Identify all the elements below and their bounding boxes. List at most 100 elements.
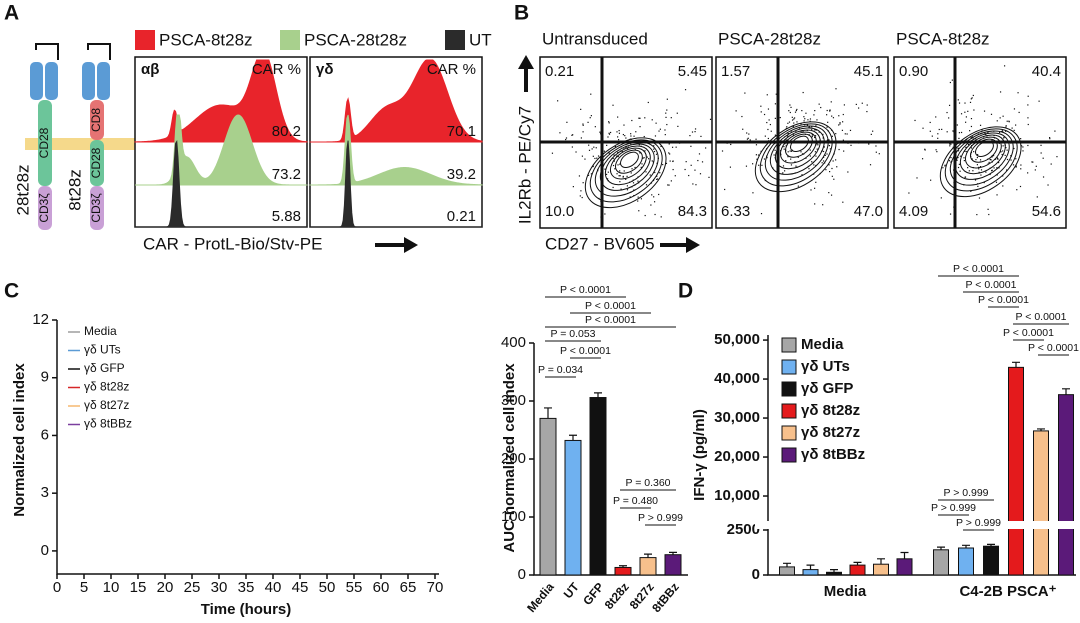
event-dot [640, 166, 642, 168]
event-dot [587, 174, 590, 176]
histogram-header: CAR % [252, 61, 301, 78]
event-dot [814, 187, 816, 189]
legend-swatch [781, 381, 797, 397]
event-dot [1056, 156, 1058, 158]
y-axis-label: AUC-normalized cell index [501, 363, 518, 553]
event-dot [808, 168, 810, 170]
contour [949, 130, 1014, 186]
event-dot [843, 150, 845, 152]
event-dot [821, 162, 823, 164]
event-dot [950, 143, 952, 145]
y-tick-label: 20,000 [714, 448, 760, 465]
event-dot [580, 137, 582, 139]
event-dot [637, 196, 639, 198]
event-dot [1008, 121, 1010, 123]
event-dot [949, 145, 951, 147]
event-dot [791, 116, 793, 118]
event-dot [802, 91, 804, 94]
event-dot [700, 135, 702, 138]
event-dot [831, 175, 833, 177]
event-dot [761, 164, 763, 166]
p-value: P = 0.360 [625, 477, 670, 489]
event-dot [965, 150, 967, 153]
event-dot [996, 158, 999, 160]
event-dot [935, 116, 937, 118]
event-dot [649, 174, 651, 176]
quadrant-percent: 10.0 [545, 203, 574, 220]
error-bar [669, 551, 677, 555]
event-dot [1005, 169, 1008, 171]
error-bar [1012, 361, 1020, 368]
domain-label: CD3ζ [37, 193, 51, 223]
event-dot [1005, 147, 1007, 149]
event-dot [965, 116, 967, 118]
event-dot [641, 163, 643, 165]
event-dot [590, 173, 593, 175]
event-dot [1002, 150, 1004, 152]
x-tick-label: Media [824, 583, 867, 600]
event-dot [690, 145, 692, 147]
event-dot [582, 182, 584, 184]
event-dot [1013, 129, 1015, 131]
event-dot [623, 124, 625, 126]
event-dot [855, 103, 857, 106]
event-dot [1042, 157, 1044, 159]
event-dot [608, 132, 610, 134]
event-dot [665, 112, 667, 114]
scfv [82, 62, 95, 100]
domain [38, 100, 52, 186]
event-dot [957, 99, 959, 101]
domain-label: CD8 [89, 108, 103, 132]
event-dot [989, 158, 991, 161]
event-dot [645, 171, 647, 173]
event-dot [793, 122, 795, 124]
event-dot [814, 129, 816, 131]
event-dot [1047, 184, 1049, 186]
event-dot [619, 175, 621, 177]
event-dot [589, 117, 591, 119]
event-dot [796, 121, 798, 123]
event-dot [587, 121, 589, 123]
contour [594, 141, 659, 197]
event-dot [815, 125, 817, 127]
bar [779, 566, 795, 576]
event-dot [963, 159, 965, 162]
contour [785, 133, 813, 158]
event-dot [630, 133, 632, 135]
x-tick-label: 35 [238, 579, 255, 596]
event-dot [827, 121, 829, 123]
event-dot [742, 128, 744, 130]
event-dot [557, 100, 559, 102]
event-dot [811, 129, 813, 131]
event-dot [639, 117, 641, 119]
event-dot [694, 131, 696, 133]
event-dot [1031, 161, 1033, 163]
event-dot [668, 143, 670, 145]
event-dot [599, 131, 601, 133]
event-dot [866, 104, 868, 106]
event-dot [752, 192, 754, 194]
event-dot [1003, 65, 1006, 67]
legend-label: γδ 8tBBz [84, 417, 132, 431]
event-dot [670, 180, 672, 182]
y-tick-label: 3 [41, 484, 49, 501]
event-dot [662, 163, 664, 166]
event-dot [814, 136, 816, 139]
event-dot [813, 164, 815, 166]
event-dot [951, 79, 953, 81]
scfv [97, 62, 110, 100]
event-dot [626, 148, 629, 150]
event-dot [958, 132, 961, 134]
domain [90, 100, 104, 140]
event-dot [991, 139, 993, 141]
event-dot [787, 132, 789, 135]
p-value: P > 0.999 [943, 487, 988, 499]
event-dot [665, 116, 667, 118]
event-dot [838, 124, 840, 126]
y-tick-label: 50,000 [714, 331, 760, 348]
event-dot [809, 149, 811, 151]
event-dot [816, 143, 818, 145]
event-dot [971, 136, 973, 138]
event-dot [970, 98, 972, 100]
